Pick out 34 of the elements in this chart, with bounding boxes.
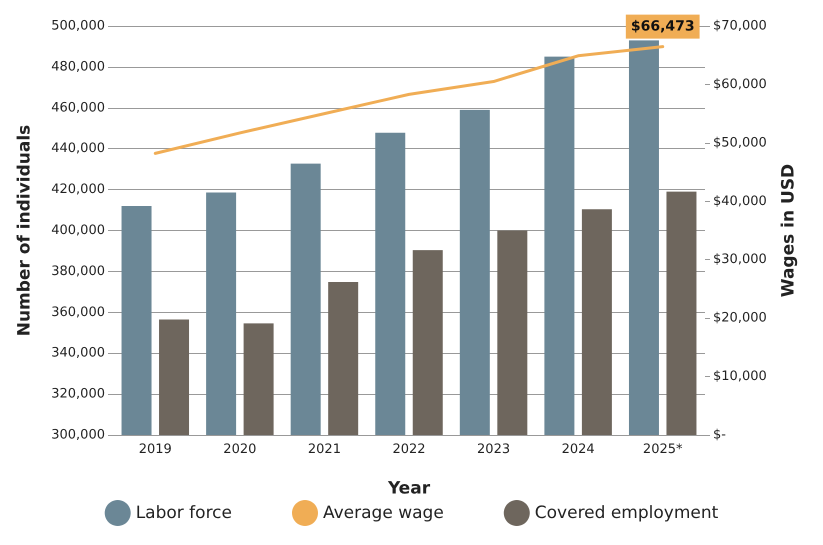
y2-tick-label: $10,000: [713, 369, 767, 384]
y-tick-label: 400,000: [51, 223, 105, 238]
y-tick-label: 500,000: [51, 18, 105, 34]
y-tick-label: 380,000: [51, 264, 105, 279]
x-tick-label: 2022: [392, 442, 426, 457]
legend-label: Labor force: [136, 503, 232, 523]
legend-label: Covered employment: [534, 503, 719, 523]
y2-tick-label: $60,000: [713, 76, 767, 92]
y-tick-label: 420,000: [51, 182, 105, 198]
x-tick-label: 2019: [138, 442, 172, 457]
y-axis-title: Number of individuals: [14, 124, 34, 336]
y-tick-label: 300,000: [51, 428, 105, 442]
data-label: $66,473: [630, 18, 695, 35]
x-tick-label: 2020: [223, 442, 256, 457]
y2-tick-label: $70,000: [713, 18, 767, 34]
x-tick-label: 2023: [477, 442, 510, 457]
y2-axis-title: Wages in USD: [778, 164, 798, 298]
y-tick-label: 480,000: [51, 59, 105, 74]
y2-tick-label: $20,000: [713, 310, 767, 326]
y-tick-label: 460,000: [51, 100, 105, 116]
y-tick-label: 360,000: [51, 304, 105, 320]
y-tick-label: 320,000: [51, 386, 105, 402]
legend-label: Average wage: [322, 503, 444, 523]
y-tick-label: 440,000: [51, 141, 105, 156]
y-tick-label: 340,000: [51, 346, 105, 361]
x-tick-label: 2021: [308, 442, 341, 457]
y2-tick-label: $-: [713, 428, 726, 442]
x-tick-label: 2024: [562, 442, 595, 457]
y2-tick-label: $30,000: [713, 252, 767, 268]
x-axis-title: Year: [386, 478, 431, 498]
line-series: [154, 45, 664, 155]
y2-tick-label: $40,000: [713, 194, 767, 209]
y2-tick-label: $50,000: [713, 135, 767, 150]
x-tick-label: 2025*: [642, 442, 683, 457]
